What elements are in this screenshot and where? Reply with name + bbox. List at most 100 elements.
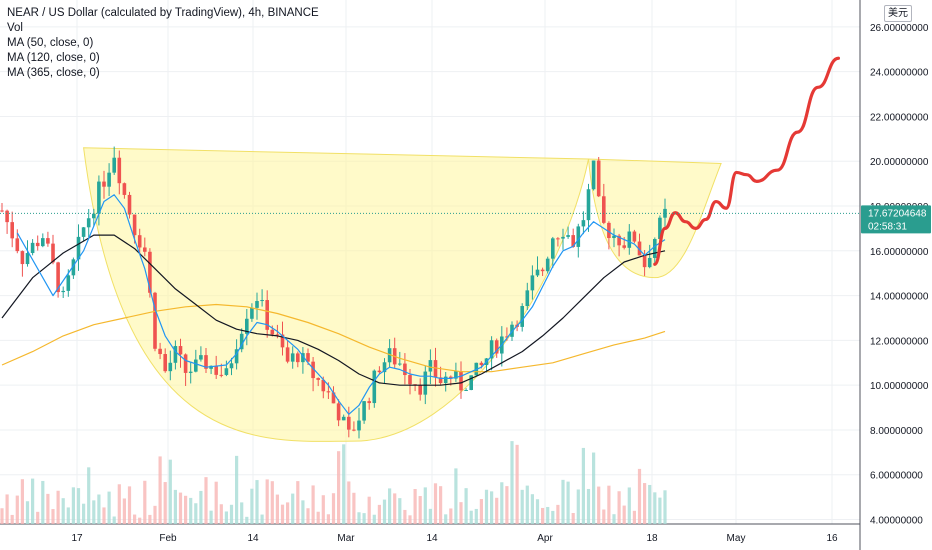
volume-bar bbox=[92, 500, 96, 524]
candle-body bbox=[71, 259, 76, 276]
candle-body bbox=[551, 238, 555, 259]
candle-body bbox=[642, 255, 647, 268]
volume-bar bbox=[637, 468, 642, 524]
ma365-line bbox=[1, 303, 666, 373]
candle-body bbox=[408, 375, 412, 385]
candle-body bbox=[347, 416, 351, 430]
volume-bar bbox=[76, 488, 81, 524]
volume-bar bbox=[428, 508, 432, 524]
volume-bar bbox=[556, 504, 560, 524]
volume-bar bbox=[474, 508, 478, 524]
candle-body bbox=[617, 235, 621, 246]
y-tick-label: 10.00000000 bbox=[870, 381, 929, 392]
candle-body bbox=[56, 262, 60, 293]
y-tick-label: 16.00000000 bbox=[870, 247, 929, 258]
volume-bar bbox=[464, 488, 468, 524]
currency-button[interactable]: 美元 bbox=[884, 5, 912, 22]
candle-body bbox=[663, 208, 667, 218]
legend-ma120[interactable]: MA (120, close, 0) bbox=[7, 52, 100, 64]
volume-bar bbox=[275, 494, 279, 524]
volume-bar bbox=[515, 444, 519, 524]
candle-body bbox=[245, 318, 249, 334]
candle-body bbox=[658, 217, 662, 239]
volume-bar bbox=[444, 514, 448, 524]
volume-bar bbox=[20, 479, 24, 524]
volume-bar bbox=[245, 516, 249, 524]
handle-pattern-shape bbox=[587, 158, 722, 279]
volume-bar bbox=[535, 499, 540, 524]
candle-body bbox=[622, 245, 626, 248]
volume-bar bbox=[163, 482, 167, 524]
volume-bar bbox=[525, 485, 529, 524]
volume-bar bbox=[663, 490, 667, 524]
volume-bar bbox=[122, 498, 126, 524]
candle-body bbox=[428, 360, 433, 372]
candle-body bbox=[168, 362, 173, 372]
volume-bar bbox=[199, 490, 203, 524]
volume-bar bbox=[82, 503, 86, 524]
volume-bar bbox=[393, 493, 397, 524]
volume-bar bbox=[612, 514, 616, 524]
volume-bar bbox=[25, 501, 30, 524]
volume-bar bbox=[255, 480, 259, 524]
volume-bar bbox=[342, 444, 346, 524]
volume-bar bbox=[388, 488, 392, 524]
candle-body bbox=[632, 231, 637, 242]
candle-body bbox=[403, 363, 407, 376]
legend-vol[interactable]: Vol bbox=[7, 22, 23, 34]
candle-body bbox=[158, 348, 162, 355]
y-tick-label: 20.00000000 bbox=[870, 157, 929, 168]
candle-body bbox=[382, 362, 387, 373]
volume-bar bbox=[347, 481, 351, 524]
volume-bar bbox=[546, 506, 550, 524]
candle-body bbox=[464, 389, 468, 391]
volume-bar bbox=[586, 488, 591, 524]
candle-body bbox=[132, 214, 137, 236]
volume-bar bbox=[510, 441, 514, 524]
candle-body bbox=[566, 235, 570, 237]
candle-body bbox=[418, 385, 422, 395]
candle-body bbox=[647, 257, 652, 268]
candle-body bbox=[15, 238, 20, 252]
volume-bar bbox=[592, 452, 596, 524]
candle-body bbox=[35, 242, 40, 247]
volume-bar bbox=[377, 504, 381, 524]
volume-bar bbox=[112, 516, 116, 524]
candle-body bbox=[556, 238, 560, 240]
candle-body bbox=[107, 172, 111, 187]
volume-bar bbox=[158, 456, 162, 524]
candle-body bbox=[143, 247, 147, 252]
candle-body bbox=[209, 365, 213, 369]
volume-bar bbox=[41, 480, 45, 524]
legend-ma365[interactable]: MA (365, close, 0) bbox=[7, 67, 100, 79]
candle-body bbox=[607, 222, 611, 239]
candle-body bbox=[352, 429, 356, 431]
candle-body bbox=[316, 378, 320, 380]
volume-bar bbox=[484, 489, 489, 524]
candle-body bbox=[112, 157, 116, 173]
legend-ma50[interactable]: MA (50, close, 0) bbox=[7, 37, 94, 49]
volume-bar bbox=[61, 498, 65, 524]
volume-bar bbox=[173, 489, 177, 524]
volume-bar bbox=[658, 497, 662, 524]
candle-body bbox=[586, 189, 591, 221]
volume-bar bbox=[270, 481, 274, 524]
volume-bar bbox=[260, 514, 264, 524]
candle-body bbox=[76, 236, 81, 260]
candle-body bbox=[341, 416, 346, 421]
volume-bar bbox=[653, 492, 657, 524]
candle-body bbox=[489, 340, 494, 359]
y-tick-label: 12.00000000 bbox=[870, 336, 929, 347]
volume-bar bbox=[10, 514, 14, 524]
volume-bar bbox=[107, 491, 111, 524]
candle-body bbox=[331, 392, 336, 404]
candle-body bbox=[306, 353, 310, 362]
volume-bar bbox=[352, 492, 356, 524]
volume-bar bbox=[530, 494, 534, 524]
candle-body bbox=[229, 363, 234, 369]
volume-bar bbox=[296, 481, 300, 524]
candle-body bbox=[0, 210, 4, 212]
volume-bar bbox=[403, 509, 407, 524]
